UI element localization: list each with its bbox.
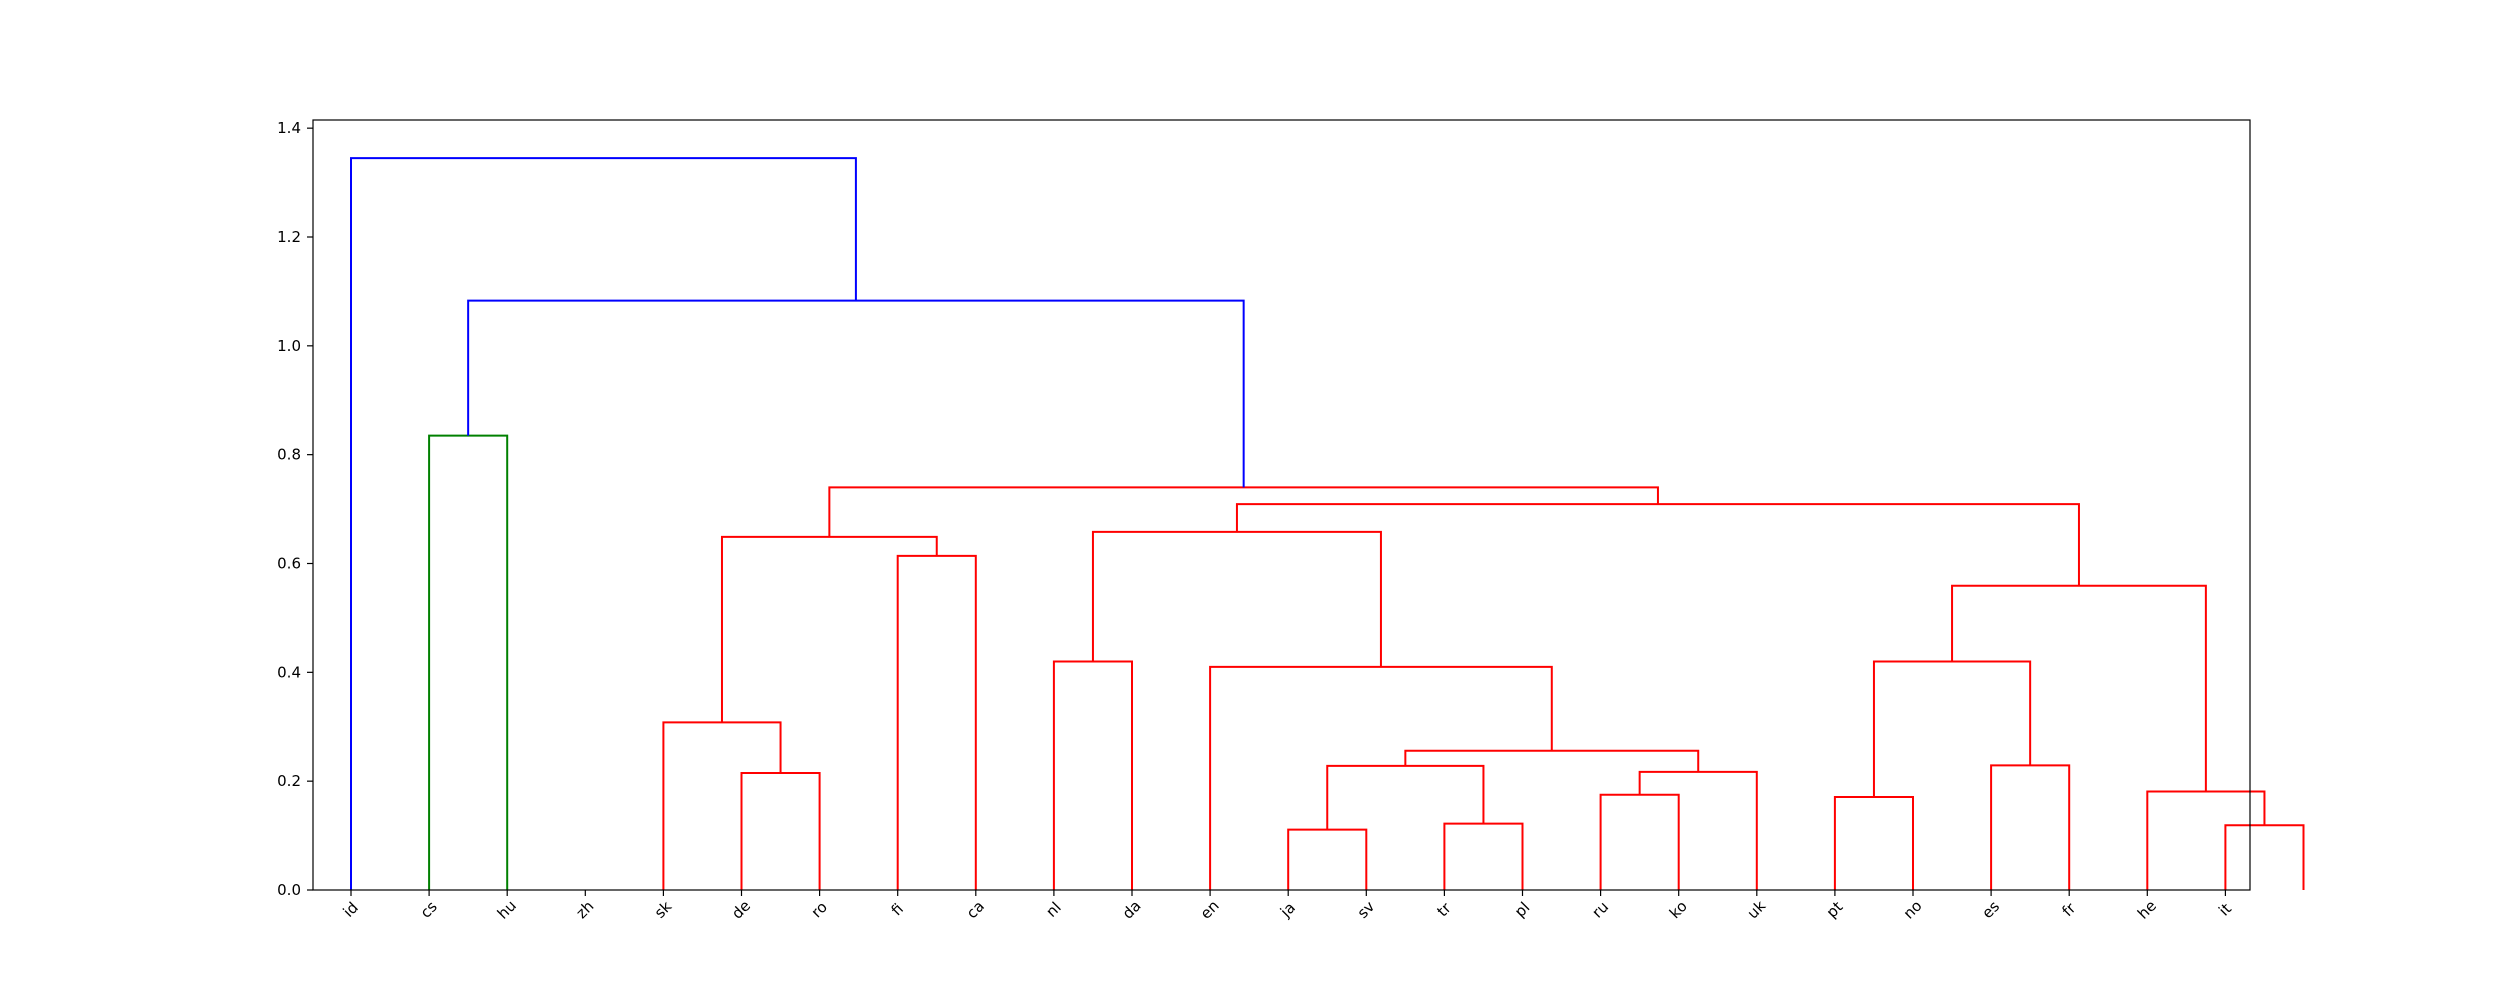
dendrogram-link-6 (1287, 828, 1368, 890)
dendrogram-link-13 (1091, 530, 1382, 667)
x-tick-label-no: no (1900, 897, 1926, 923)
x-tick-label-ca: ca (963, 897, 988, 922)
y-axis: 0.0 0.2 0.4 0.6 0.8 1.0 1.2 1.4 (277, 119, 313, 899)
y-tick-label: 1.2 (277, 228, 301, 246)
y-tick-label: 0.2 (277, 772, 301, 790)
x-tick-label-en: en (1197, 897, 1223, 923)
dendrogram-link-1 (740, 772, 821, 890)
y-tick-label: 0.0 (277, 881, 301, 899)
x-tick-label-it: it (2215, 900, 2235, 920)
x-tick-label-id: id (339, 898, 361, 920)
dendrogram-link-4 (720, 535, 938, 723)
x-tick-label-tr: tr (1433, 898, 1455, 920)
dendrogram-link-5 (1052, 660, 1133, 890)
dendrogram-link-18 (2146, 790, 2266, 890)
x-tick-label-pl: pl (1511, 898, 1533, 920)
y-tick-label: 0.6 (277, 554, 301, 572)
dendrogram-link-2 (662, 721, 782, 890)
dendrogram-link-9 (1599, 793, 1680, 890)
dendrogram-link-15 (1990, 764, 2071, 890)
dendrogram-link-8 (1326, 764, 1485, 830)
x-tick-label-zh: zh (572, 897, 597, 922)
dendrogram-link-12 (1209, 665, 1553, 890)
x-tick-label-ko: ko (1666, 897, 1691, 922)
dendrogram-link-10 (1638, 770, 1758, 890)
x-tick-label-ja: ja (1276, 899, 1299, 922)
x-tick-label-de: de (728, 897, 754, 923)
dendrogram-link-16 (1872, 660, 2032, 797)
dendrogram-link-3 (896, 554, 977, 890)
x-tick-label-uk: uk (1744, 897, 1770, 923)
x-tick-label-da: da (1119, 897, 1145, 923)
y-tick-label: 0.8 (277, 446, 301, 464)
x-tick-label-sk: sk (651, 897, 676, 922)
x-tick-label-he: he (2134, 897, 2160, 923)
x-tick-label-ro: ro (808, 898, 831, 921)
x-tick-label-fi: fi (888, 900, 907, 919)
dendrogram-link-22 (467, 299, 1245, 488)
dendrogram-link-11 (1404, 749, 1700, 772)
x-tick-label-fr: fr (2058, 899, 2079, 920)
x-tick-label-hu: hu (494, 897, 520, 923)
x-tick-label-cs: cs (417, 897, 441, 921)
dendrogram-link-17 (2224, 824, 2305, 890)
dendrogram-link-7 (1443, 822, 1524, 890)
y-tick-label: 0.4 (277, 663, 301, 681)
dendrogram-link-19 (1951, 584, 2207, 792)
x-tick-label-sv: sv (1354, 897, 1379, 922)
dendrogram-link-0 (428, 434, 509, 890)
y-tick-label: 1.4 (277, 119, 301, 137)
x-axis: id cs hu zh sk de ro fi ca nl da en ja sv tr pl ru ko uk pt… (339, 890, 2235, 923)
dendrogram-link-14 (1833, 795, 1914, 890)
x-tick-label-es: es (1978, 897, 2003, 922)
dendrogram-links (350, 157, 2305, 890)
y-tick-label: 1.0 (277, 337, 301, 355)
dendrogram-link-20 (1235, 503, 2080, 586)
x-tick-label-pt: pt (1823, 898, 1847, 922)
dendrogram-link-21 (828, 486, 1659, 537)
x-tick-label-nl: nl (1042, 898, 1064, 920)
dendrogram-link-23 (350, 157, 857, 890)
x-tick-label-ru: ru (1588, 898, 1612, 922)
axes-frame (312, 119, 2251, 891)
